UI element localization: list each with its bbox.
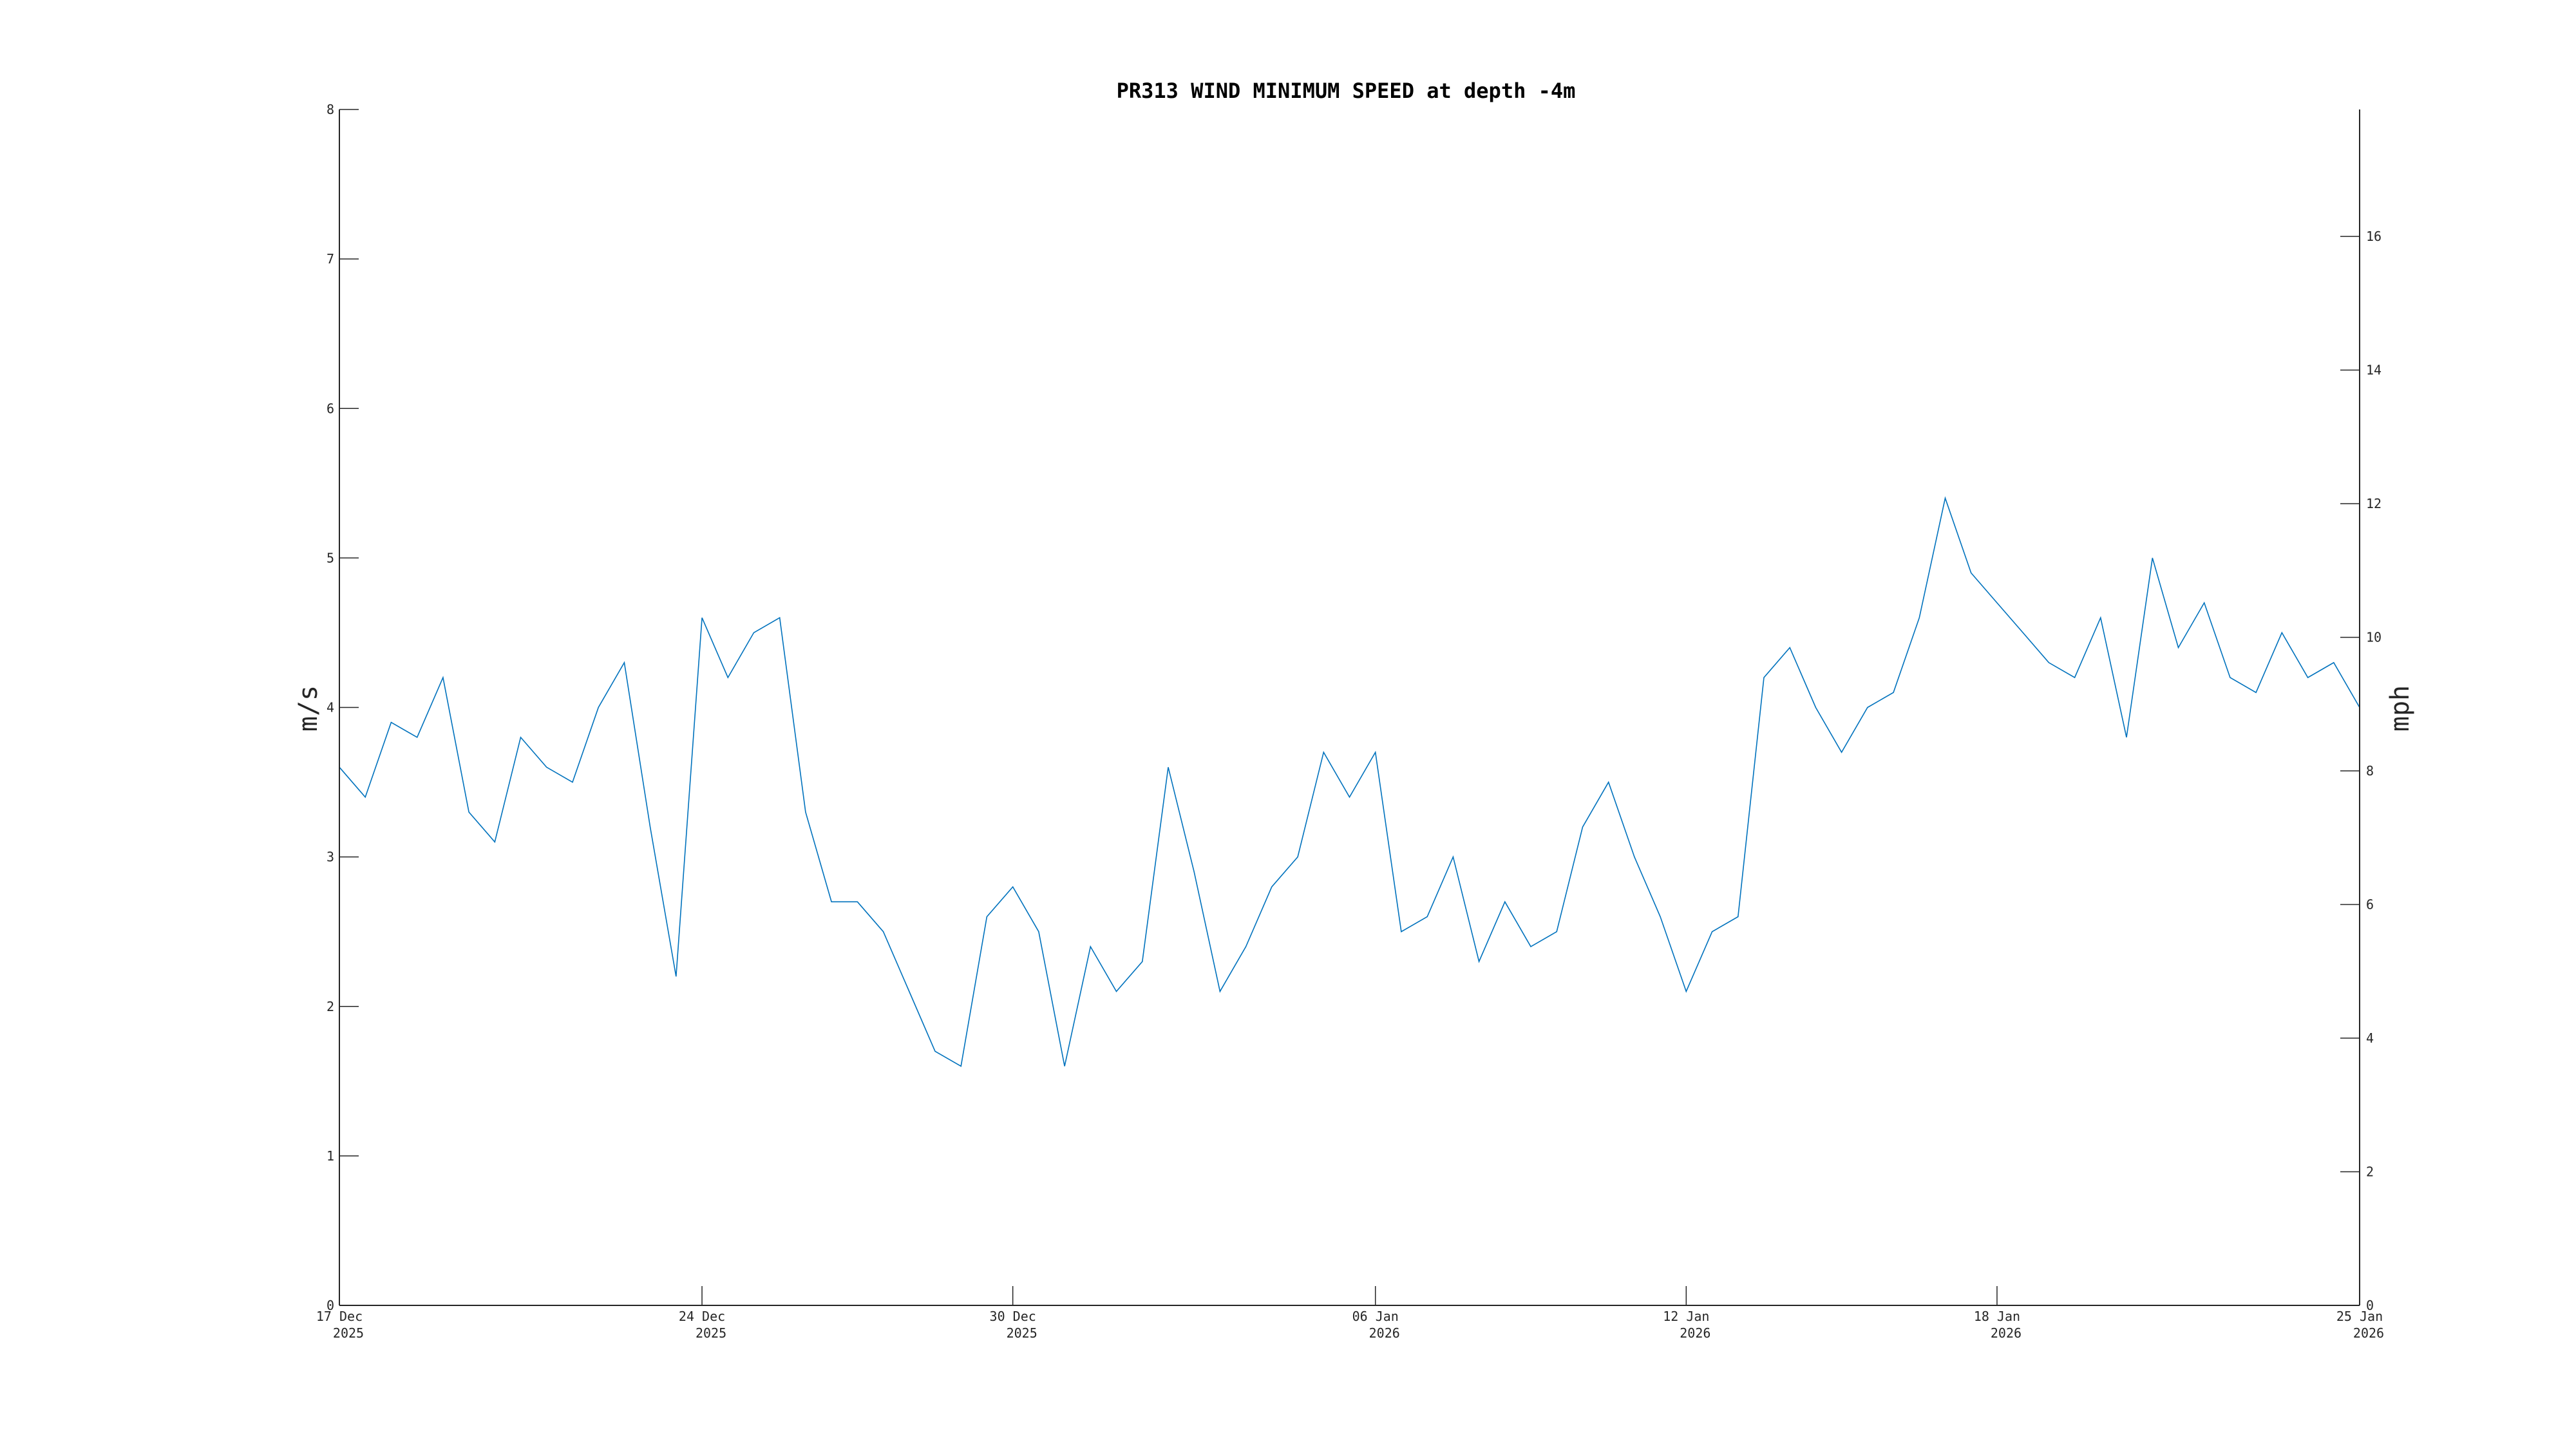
plot-frame [339,109,2360,1305]
y-axis-label-left: m/s [294,685,323,732]
x-tick-year: 2026 [1369,1325,1400,1341]
chart-title: PR313 WIND MINIMUM SPEED at depth -4m [1117,79,1576,103]
y-tick-left-label: 1 [327,1148,334,1164]
y-tick-left-label: 2 [327,999,334,1014]
y-tick-right-label: 2 [2366,1164,2374,1180]
y-tick-left-label: 3 [327,849,334,865]
y-tick-left-label: 8 [327,102,334,117]
y-tick-left-label: 6 [327,401,334,416]
y-axis-label-right: mph [2385,685,2415,732]
x-tick-label: 06 Jan [1352,1309,1399,1324]
y-tick-left-label: 4 [327,700,334,715]
series-line [339,496,2360,1067]
x-tick-label: 24 Dec [679,1309,725,1324]
y-tick-left-label: 0 [327,1298,334,1313]
y-tick-left-label: 5 [327,550,334,565]
y-tick-right-label: 4 [2366,1030,2374,1046]
y-tick-left-label: 7 [327,251,334,267]
y-tick-right-label: 14 [2366,363,2382,378]
x-tick-year: 2025 [333,1325,364,1341]
y-tick-right-label: 16 [2366,229,2382,244]
x-tick-label: 30 Dec [990,1309,1036,1324]
y-tick-right-label: 0 [2366,1298,2374,1313]
x-tick-year: 2025 [1007,1325,1037,1341]
x-tick-year: 2025 [696,1325,726,1341]
plot-area [339,109,2360,1306]
y-ticks-right: 0 2 4 6 8 10 12 14 16 [2340,229,2382,1313]
x-tick-year: 2026 [1680,1325,1710,1341]
x-tick-year: 2026 [2353,1325,2384,1341]
x-tick-label: 12 Jan [1663,1309,1709,1324]
x-tick-label: 18 Jan [1974,1309,2020,1324]
x-tick-label: 17 Dec [316,1309,363,1324]
y-tick-right-label: 8 [2366,763,2374,779]
y-ticks-left: 0 1 2 3 4 5 6 7 8 [327,102,359,1313]
y-tick-right-label: 12 [2366,496,2382,511]
y-tick-right-label: 10 [2366,630,2382,645]
x-tick-year: 2026 [1991,1325,2022,1341]
x-tick-label: 25 Jan [2336,1309,2383,1324]
y-tick-right-label: 6 [2366,897,2374,913]
